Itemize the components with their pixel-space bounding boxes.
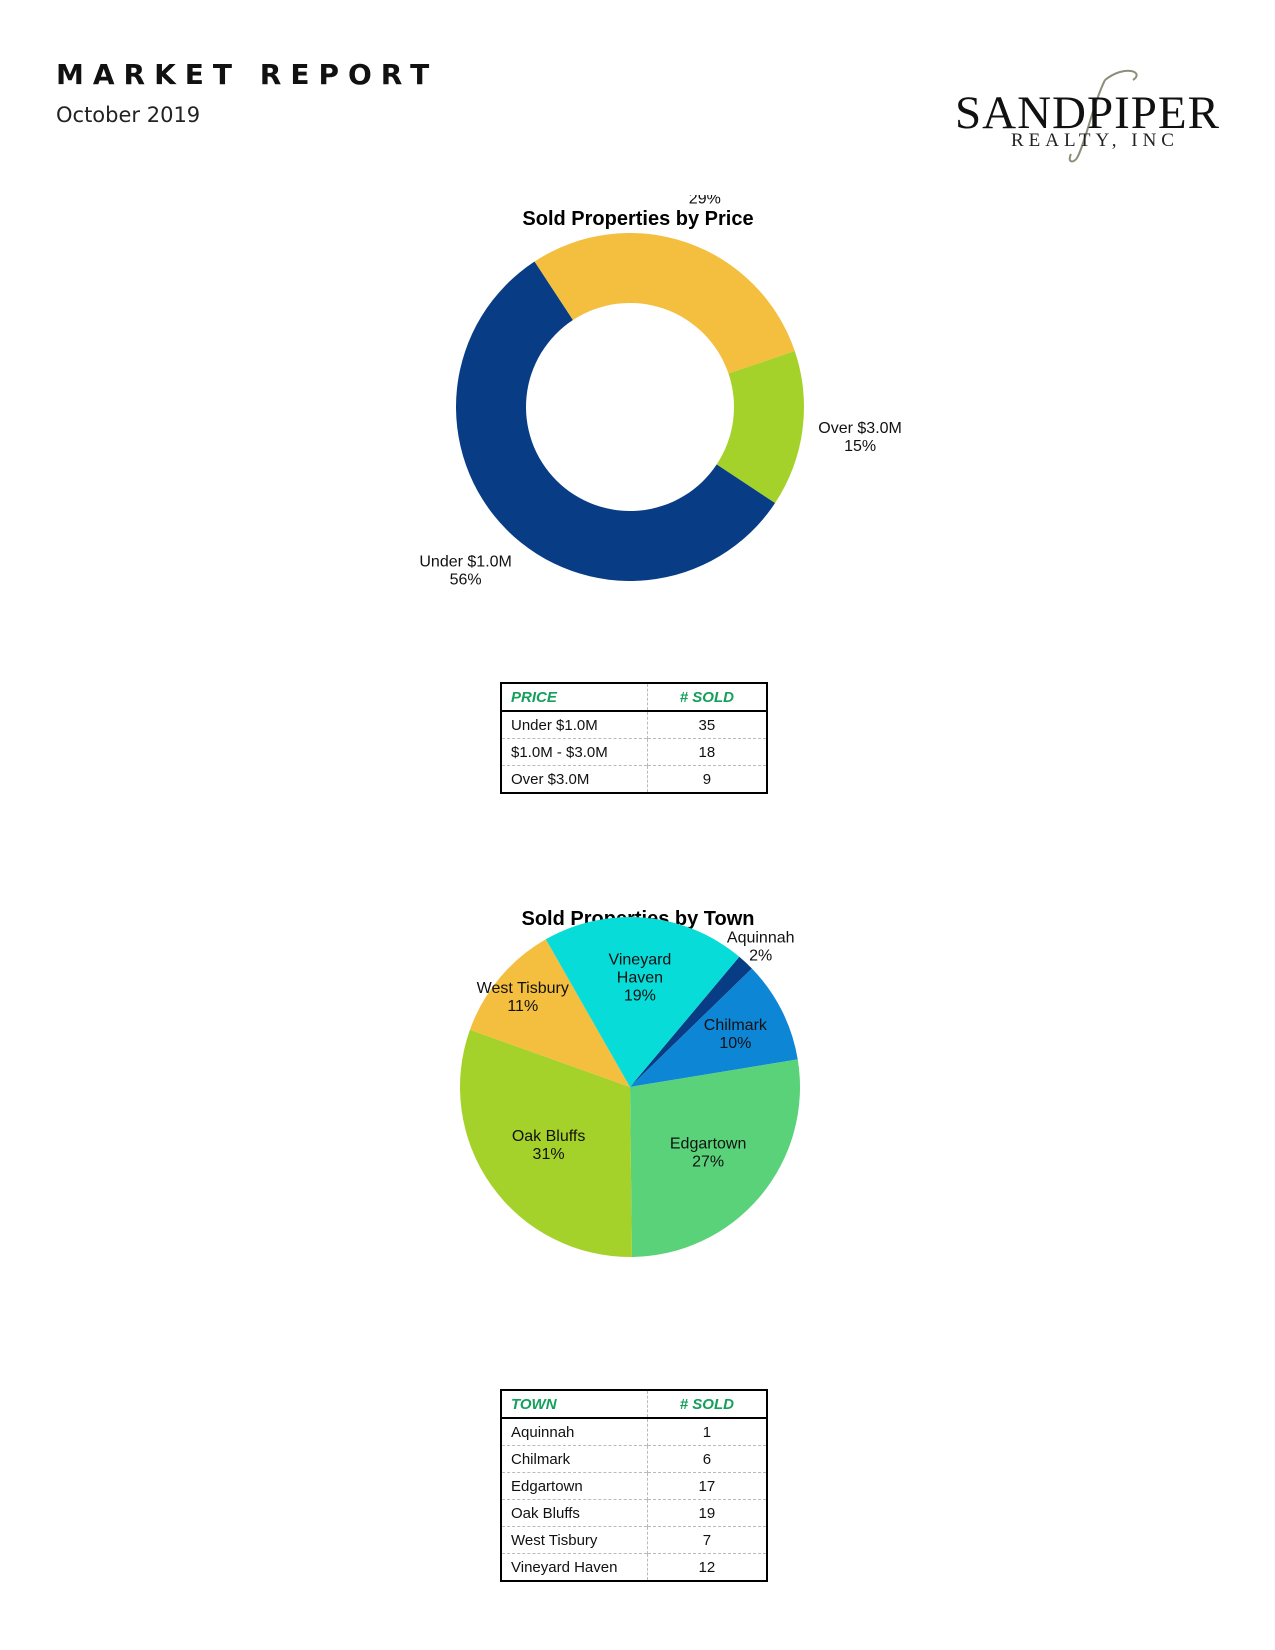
slice-label-edgartown: Edgartown 27% [670, 1136, 747, 1171]
table-header-row: PRICE # SOLD [501, 683, 767, 712]
table-cell-town: Aquinnah [501, 1418, 648, 1446]
price-table: PRICE # SOLD Under $1.0M 35 $1.0M - $3.0… [500, 682, 768, 794]
table-cell-town: West Tisbury [501, 1526, 648, 1554]
table-cell-sold: 6 [647, 1445, 767, 1473]
logo-subtext: REALTY, INC [1011, 130, 1179, 151]
slice-vineyard-haven [545, 917, 740, 1087]
table-row: Chilmark 6 [501, 1445, 767, 1473]
table-cell-sold: 1 [702, 1423, 712, 1441]
logo-wordmark: SANDPIPER [955, 87, 1220, 139]
report-date: October 2019 [56, 103, 201, 127]
table-cell-sold: 19 [647, 1499, 767, 1527]
slice-aquinnah [630, 956, 752, 1087]
slice-1-0m-3-0m [534, 232, 795, 374]
table-header-town: TOWN [501, 1390, 648, 1419]
table-cell-sold: 12 [647, 1553, 767, 1581]
report-title: MARKET REPORT [56, 58, 439, 91]
table-row: $1.0M - $3.0M 18 [501, 738, 767, 766]
table-cell-sold: 7 [647, 1526, 767, 1554]
table-row: Aquinnah 1 [501, 1418, 767, 1446]
table-cell-sold: 18 [647, 738, 767, 766]
slice-chilmark [630, 968, 798, 1087]
table-cell-price: Over $3.0M [501, 765, 648, 793]
slice-label-west-tisbury: West Tisbury 11% [477, 980, 569, 1015]
table-cell-town: Chilmark [501, 1445, 648, 1473]
table-cell-town: Edgartown [501, 1472, 648, 1500]
slice-label-under-1-0m: Under $1.0M 56% [419, 554, 512, 589]
slice-label-over-3-0m: Over $3.0M 15% [818, 420, 902, 455]
table-header-row: TOWN # SOLD [501, 1390, 767, 1419]
logo-swoosh-icon [1068, 69, 1138, 163]
table-cell-price: $1.0M - $3.0M [501, 738, 648, 766]
slice-west-tisbury [469, 939, 630, 1087]
slice-label-aquinnah: Aquinnah 2% [727, 929, 795, 964]
table-row: Over $3.0M 9 [501, 765, 767, 793]
town-pie-chart: Sold Properties by Town Aquinnah2%Chilma… [460, 908, 800, 1257]
slice-edgartown [630, 1059, 800, 1257]
table-row: Vineyard Haven 12 [501, 1553, 767, 1581]
slice-label-chilmark: Chilmark 10% [704, 1017, 768, 1052]
table-header-sold: # SOLD [647, 683, 767, 712]
town-table: TOWN # SOLD Aquinnah 1 Chilmark 6 Edgart… [500, 1389, 768, 1582]
slice-over-3-0m [716, 351, 805, 504]
slice-label-oak-bluffs: Oak Bluffs 31% [512, 1128, 586, 1163]
slice-under-1-0m [456, 261, 776, 581]
table-cell-sold: 9 [647, 765, 767, 793]
table-row: West Tisbury 7 [501, 1526, 767, 1554]
slice-label-1-0m-3-0m: $1.0M - $3.0M29% [653, 195, 756, 208]
table-header-price: PRICE [501, 683, 648, 712]
table-cell-price: Under $1.0M [501, 711, 648, 739]
table-row: Edgartown 17 [501, 1472, 767, 1500]
table-cell-town: Vineyard Haven [501, 1553, 648, 1581]
slice-oak-bluffs [460, 1029, 632, 1257]
table-cell-sold: 35 [698, 716, 716, 734]
table-cell-town: Oak Bluffs [501, 1499, 648, 1527]
company-logo: SANDPIPER REALTY, INC [955, 64, 1225, 164]
table-header-sold: # SOLD [647, 1390, 767, 1419]
table-row: Oak Bluffs 19 [501, 1499, 767, 1527]
table-row: Under $1.0M 35 [501, 711, 767, 739]
slice-label-vineyard-haven: Vineyard Haven 19% [608, 951, 671, 1004]
table-cell-sold: 17 [647, 1472, 767, 1500]
price-chart-title: Sold Properties by Price [522, 208, 753, 230]
